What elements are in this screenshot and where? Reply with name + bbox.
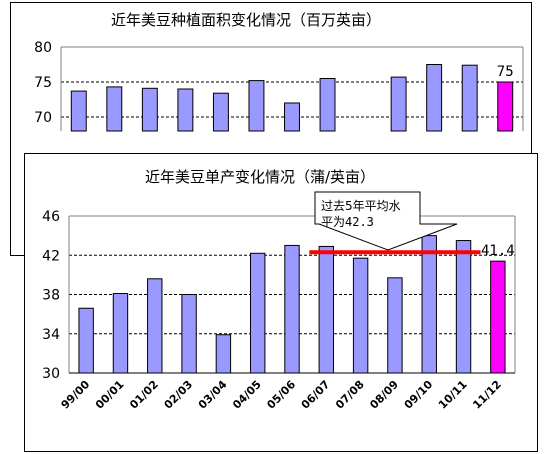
bar-11-12 (497, 81, 514, 132)
y-tick-label: 42 (42, 248, 60, 264)
y-tick-label: 38 (42, 288, 60, 304)
bar-04-05 (249, 252, 266, 374)
x-tick-label: 05/06 (264, 378, 298, 412)
x-tick-label: 09/10 (402, 378, 436, 412)
average-callout-line1: 过去5年平均水 (321, 199, 401, 213)
bar-10-11 (455, 240, 472, 374)
bar-08-09 (387, 277, 403, 374)
bar-03-04 (212, 92, 229, 132)
y-tick-label: 75 (34, 75, 52, 91)
bar-99-00 (70, 90, 87, 132)
bar-05-06 (284, 244, 300, 374)
x-tick-label: 10/11 (436, 378, 470, 412)
yield-chart-title: 近年美豆单产变化情况（蒲/英亩） (145, 168, 376, 186)
x-tick-label: 04/05 (230, 378, 264, 412)
x-tick-label: 00/01 (93, 378, 127, 412)
area-chart-plot: 70 75 80 75 (34, 40, 524, 132)
bar-00-01 (106, 86, 123, 132)
bar-07-08 (352, 257, 369, 374)
x-tick-label: 06/07 (299, 378, 333, 412)
x-tick-label: 03/04 (196, 378, 230, 412)
bar-10-11 (461, 64, 478, 132)
bar-00-01 (112, 293, 129, 374)
yield-chart-panel: 近年美豆单产变化情况（蒲/英亩） 30 34 38 42 46 41.4 99/00 00/0… (24, 153, 538, 452)
average-callout-line2: 平为42.3 (321, 215, 374, 229)
bar-06-07 (318, 245, 335, 374)
bar-08-09 (390, 76, 407, 132)
x-tick-label: 02/03 (162, 378, 196, 412)
area-chart-title: 近年美豆种植面积变化情况（百万英亩） (111, 11, 382, 29)
x-tick-label: 99/00 (59, 378, 93, 412)
bar-02-03 (181, 294, 197, 374)
x-tick-label: 11/12 (470, 378, 504, 412)
data-label: 41.4 (481, 243, 515, 259)
average-callout-box (314, 191, 458, 251)
bar-01-02 (147, 278, 163, 374)
bar-04-05 (248, 80, 265, 132)
y-tick-label: 30 (42, 366, 60, 382)
bar-06-07 (319, 78, 336, 132)
bar-05-06 (284, 102, 300, 132)
bar-09-10 (426, 64, 443, 132)
bar-01-02 (141, 87, 158, 132)
bar-02-03 (177, 88, 194, 132)
data-label: 75 (497, 64, 514, 80)
y-tick-label: 46 (42, 209, 60, 225)
y-tick-label: 34 (42, 327, 60, 343)
y-tick-label: 80 (34, 40, 52, 56)
bar-11-12 (490, 260, 506, 374)
bar-99-00 (78, 307, 94, 374)
bar-03-04 (215, 334, 232, 374)
x-tick-label: 07/08 (333, 378, 367, 412)
x-tick-label: 08/09 (367, 378, 401, 412)
bar-09-10 (421, 235, 437, 374)
x-tick-label: 01/02 (127, 378, 161, 412)
y-tick-label: 70 (34, 110, 52, 126)
